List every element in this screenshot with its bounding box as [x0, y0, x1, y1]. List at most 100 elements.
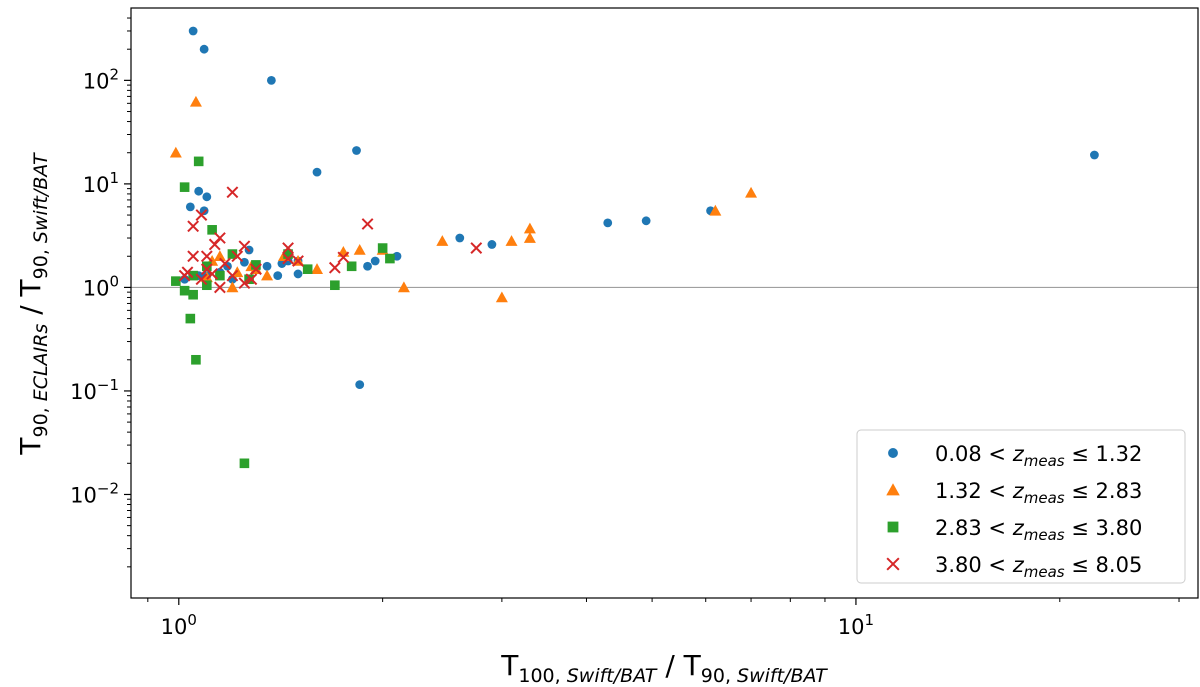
y-axis-label: T90, ECLAIRs / T90, Swift/BAT	[14, 152, 52, 456]
data-point	[505, 235, 518, 246]
data-point	[202, 280, 212, 291]
data-point	[377, 243, 388, 253]
data-point	[213, 250, 226, 262]
data-point	[355, 380, 365, 390]
data-point	[523, 222, 536, 234]
data-point	[195, 273, 208, 286]
data-point	[238, 240, 251, 253]
data-point	[1090, 150, 1099, 160]
data-point	[245, 273, 258, 286]
data-point	[207, 225, 217, 235]
data-point	[169, 146, 182, 158]
data-point	[455, 233, 465, 243]
x-axis-label: T100, Swift/BAT / T90, Swift/BAT	[500, 649, 828, 687]
data-point	[745, 186, 758, 198]
data-point	[239, 458, 250, 469]
data-point	[181, 266, 194, 279]
data-point	[200, 250, 213, 263]
data-point	[273, 271, 283, 281]
data-point	[179, 285, 190, 296]
data-point	[206, 268, 219, 280]
legend-label: 3.80 < zmeas ≤ 8.05	[935, 553, 1142, 581]
data-point	[194, 186, 204, 196]
data-point	[226, 281, 239, 293]
data-point	[311, 263, 324, 274]
data-point	[200, 271, 213, 283]
data-point	[185, 202, 195, 212]
y-tick-label: 102	[83, 65, 119, 93]
data-point	[187, 220, 200, 233]
data-point	[195, 209, 208, 221]
y-tick-label: 10−2	[70, 479, 119, 507]
data-point	[495, 291, 508, 303]
data-point	[238, 277, 251, 290]
data-point	[487, 240, 497, 249]
legend: 0.08 < zmeas ≤ 1.32 1.32 < zmeas ≤ 2.83 2.…	[856, 429, 1186, 584]
x-tick-label: 100	[161, 611, 197, 639]
data-point	[363, 261, 372, 271]
data-point	[171, 276, 181, 286]
data-point	[312, 167, 322, 177]
series-x-group	[178, 186, 483, 294]
data-point	[337, 245, 350, 257]
data-point	[353, 243, 366, 255]
legend-marker	[886, 483, 900, 496]
data-point	[202, 261, 212, 272]
data-point	[470, 242, 483, 254]
data-point	[199, 44, 209, 54]
axis-ticks-layer: 100 101 10−2 10−1 100 101 102	[70, 17, 1180, 639]
data-point	[346, 261, 357, 272]
series-square-group	[171, 156, 395, 469]
data-point	[187, 250, 200, 263]
data-point	[185, 313, 196, 324]
data-point	[603, 218, 613, 228]
data-point	[193, 156, 204, 167]
data-point	[709, 204, 722, 216]
data-point	[352, 146, 361, 155]
data-point	[199, 206, 209, 216]
y-tick-label: 10−1	[70, 376, 119, 404]
legend-marker	[886, 557, 900, 571]
data-point	[208, 238, 221, 251]
data-point	[250, 263, 262, 276]
data-point	[392, 251, 402, 261]
data-point	[330, 280, 340, 291]
data-point	[231, 250, 244, 263]
data-point	[262, 261, 272, 271]
y-tick-label: 100	[83, 272, 119, 300]
legend-marker	[888, 448, 898, 458]
data-point	[227, 249, 238, 259]
data-point	[436, 235, 449, 246]
data-point	[179, 182, 190, 192]
series-circle-group	[180, 26, 1099, 390]
legend-label: 1.32 < zmeas ≤ 2.83	[935, 479, 1142, 507]
data-point	[213, 281, 226, 294]
legend-marker	[887, 521, 899, 533]
data-point	[328, 261, 341, 274]
data-point	[292, 255, 304, 267]
data-point	[370, 256, 380, 266]
data-point	[219, 257, 231, 270]
data-point	[202, 192, 212, 202]
data-point	[397, 281, 410, 293]
data-point	[188, 270, 198, 281]
y-tick-label: 101	[83, 169, 119, 197]
legend-box	[856, 429, 1186, 584]
data-point	[282, 252, 294, 265]
data-point	[251, 260, 261, 270]
data-point	[293, 269, 303, 279]
legend-label: 2.83 < zmeas ≤ 3.80	[935, 516, 1142, 544]
data-point	[385, 253, 395, 264]
data-point	[361, 218, 374, 230]
x-tick-label: 101	[838, 611, 874, 639]
data-point	[215, 270, 225, 281]
data-point	[189, 95, 202, 107]
data-point	[261, 269, 274, 281]
data-point	[188, 26, 198, 36]
data-point	[226, 269, 239, 282]
data-point	[266, 75, 276, 85]
data-point	[188, 289, 198, 300]
data-points-layer	[169, 26, 1099, 469]
data-point	[337, 251, 350, 264]
